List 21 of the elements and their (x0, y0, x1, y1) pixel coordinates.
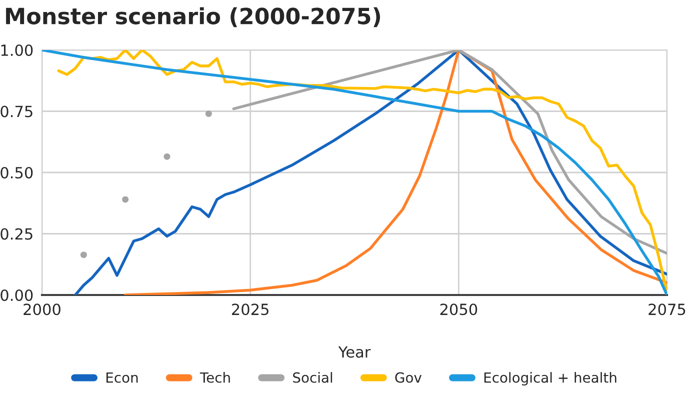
x-tick-label: 2000 (24, 304, 60, 316)
x-tick-label: 2050 (440, 304, 478, 316)
x-tick-label: 2025 (232, 304, 268, 316)
y-tick-label: 1.00 (1, 44, 33, 56)
legend-label: Tech (200, 372, 230, 383)
x-tick-label: 2075 (648, 304, 686, 316)
point (80, 252, 87, 258)
line-series (232, 50, 667, 255)
y-tick-label: 0.50 (0, 166, 33, 179)
y-tick-label: 0.25 (0, 228, 32, 240)
legend-label: Ecological + health (484, 372, 616, 386)
point (205, 110, 212, 117)
y-tick-label: 0.00 (0, 289, 33, 302)
x-axis-title: Year (338, 346, 371, 358)
point (122, 196, 129, 203)
point (164, 153, 170, 160)
legend-label: Gov (395, 372, 422, 383)
legend-label: Social (293, 372, 332, 383)
legend-label: Econ (106, 372, 138, 383)
chart-title: Monster scenario (2000-2075) (6, 7, 380, 28)
y-tick-label: 0.75 (0, 106, 32, 118)
